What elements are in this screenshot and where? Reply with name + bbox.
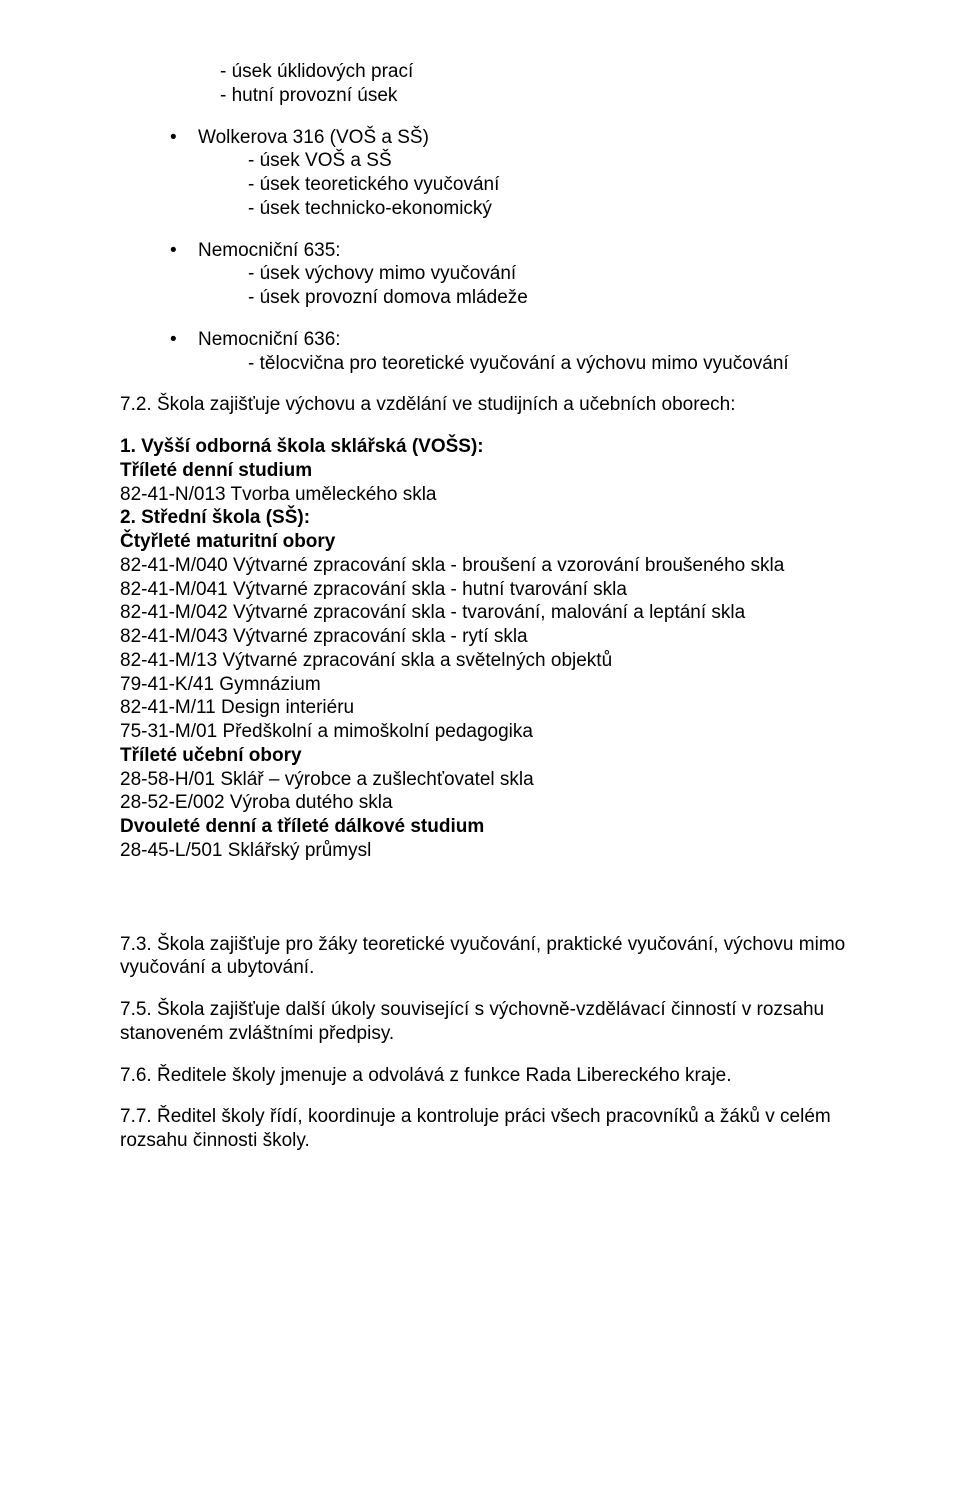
dash-item: - úsek technicko-ekonomický [248, 197, 890, 221]
dash-item: - úsek provozní domova mládeže [248, 286, 890, 310]
program-line: 79-41-K/41 Gymnázium [120, 673, 890, 697]
program-line: 82-41-N/013 Tvorba uměleckého skla [120, 483, 890, 507]
program-line: 82-41-M/13 Výtvarné zpracování skla a sv… [120, 649, 890, 673]
program-line: 82-41-M/11 Design interiéru [120, 696, 890, 720]
bullet-dot: • [170, 126, 198, 150]
program-line: 82-41-M/040 Výtvarné zpracování skla - b… [120, 554, 890, 578]
section-2-sub3: Dvouleté denní a tříleté dálkové studium [120, 815, 890, 839]
paragraph-76: 7.6. Ředitele školy jmenuje a odvolává z… [120, 1064, 890, 1088]
section-1-title: 1. Vyšší odborná škola sklářská (VOŠS): [120, 435, 890, 459]
dash-item: - hutní provozní úsek [220, 84, 890, 108]
section-1-sub: Tříleté denní studium [120, 459, 890, 483]
program-line: 75-31-M/01 Předškolní a mimoškolní pedag… [120, 720, 890, 744]
dash-item: - tělocvična pro teoretické vyučování a … [248, 352, 890, 376]
section-2-sub1: Čtyřleté maturitní obory [120, 530, 890, 554]
dash-item: - úsek teoretického vyučování [248, 173, 890, 197]
program-line: 82-41-M/041 Výtvarné zpracování skla - h… [120, 578, 890, 602]
heading-72: 7.2. Škola zajišťuje výchovu a vzdělání … [120, 393, 890, 417]
program-line: 82-41-M/043 Výtvarné zpracování skla - r… [120, 625, 890, 649]
dash-item: - úsek úklidových prací [220, 60, 890, 84]
bullet-item: • Wolkerova 316 (VOŠ a SŠ) - úsek VOŠ a … [170, 126, 890, 221]
section-2-title: 2. Střední škola (SŠ): [120, 506, 890, 530]
program-line: 28-45-L/501 Sklářský průmysl [120, 839, 890, 863]
program-line: 28-58-H/01 Sklář – výrobce a zušlechťova… [120, 768, 890, 792]
dash-item: - úsek VOŠ a SŠ [248, 149, 890, 173]
bullet-title: Nemocniční 635: [198, 239, 890, 263]
bullet-dot: • [170, 239, 198, 263]
program-line: 82-41-M/042 Výtvarné zpracování skla - t… [120, 601, 890, 625]
paragraph-73: 7.3. Škola zajišťuje pro žáky teoretické… [120, 933, 890, 981]
paragraph-75: 7.5. Škola zajišťuje další úkoly souvise… [120, 998, 890, 1046]
top-dash-list: - úsek úklidových prací - hutní provozní… [220, 60, 890, 108]
dash-item: - úsek výchovy mimo vyučování [248, 262, 890, 286]
program-line: 28-52-E/002 Výroba dutého skla [120, 791, 890, 815]
bullet-title: Nemocniční 636: [198, 328, 890, 352]
bullet-dot: • [170, 328, 198, 352]
paragraph-77: 7.7. Ředitel školy řídí, koordinuje a ko… [120, 1105, 890, 1153]
bullet-item: • Nemocniční 635: - úsek výchovy mimo vy… [170, 239, 890, 310]
section-2-sub2: Tříleté učební obory [120, 744, 890, 768]
bullet-title: Wolkerova 316 (VOŠ a SŠ) [198, 126, 890, 150]
bullet-item: • Nemocniční 636: - tělocvična pro teore… [170, 328, 890, 376]
